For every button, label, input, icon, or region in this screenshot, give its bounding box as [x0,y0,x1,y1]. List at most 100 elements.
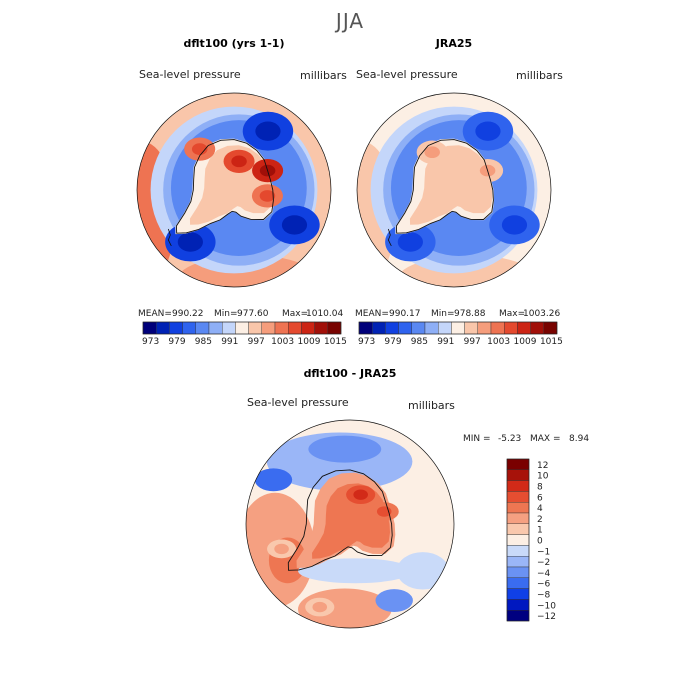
peninsula-islands [167,228,172,247]
colorbar-cell [208,321,223,335]
colorbar-tick-label: −12 [537,612,556,622]
low-pressure-core [501,215,528,235]
map-boundary [136,92,332,288]
colorbar-cell [182,321,197,335]
high-pressure-core [191,143,208,155]
colorbar-tick-label: 0 [537,537,543,547]
colorbar-tick-label: 10 [537,472,549,482]
high-pressure-core [259,190,276,202]
colorbar-tick-label: 1015 [324,337,347,347]
peninsula-islands [387,228,392,247]
diff-max-value: 8.94 [569,434,589,444]
high-pressure-core [231,155,247,168]
colorbar-cell [490,321,505,335]
colorbar-cell [506,545,530,557]
colorbar-cell [261,321,276,335]
positive-core [353,489,368,500]
colorbar-cell [506,599,530,611]
colorbar-cell [274,321,289,335]
coastline [395,139,494,234]
season-title: JJA [334,9,364,33]
right-min-value: 978.88 [454,309,486,319]
colorbar-tick-label: −8 [537,591,551,601]
colorbar-cell [451,321,465,335]
left-min-label: Min= [214,309,238,319]
diff-max-label: MAX = [530,434,561,444]
left-mean-label: MEAN= [138,309,172,319]
left-max-label: Max= [282,309,308,319]
colorbar-frame [142,321,342,335]
colorbar-tick-label: 1003 [487,337,510,347]
colorbar-cell [142,321,157,335]
colorbar-cell [506,480,530,492]
colorbar-cell [235,321,249,335]
colorbar-cell [506,458,530,471]
colorbar-cell [506,502,530,514]
continent-field-inner [409,145,493,225]
colorbar-cell [464,321,479,335]
right-mean-label: MEAN= [355,309,389,319]
colorbar-tick-label: −4 [537,569,551,579]
colorbar-cell [506,577,530,589]
colorbar-cell [506,512,530,525]
map-field [246,420,454,628]
colorbar-cell [543,321,558,335]
colorbar-cell [327,321,342,335]
colorbar-cell [195,321,210,335]
colorbar-tick-label: 997 [464,337,481,347]
left-variable-label: Sea-level pressure [139,68,241,81]
colorbar-frame [358,321,558,335]
diff-min-label: MIN = [463,434,491,444]
map-field [137,93,331,287]
colorbar-cell [530,321,544,335]
colorbar-cell [506,491,530,503]
left-mean-value: 990.22 [172,309,204,319]
left-polar-map [136,92,332,288]
colorbar-tick-label: 973 [142,337,159,347]
positive-core [274,543,289,555]
left-colorbar: 973 979 985 991 997 1003 1009 1015 [142,321,347,347]
colorbar-tick-label: −1 [537,547,550,557]
right-max-value: 1003.26 [523,309,560,319]
right-polar-map [356,92,552,288]
colorbar-tick-label: 979 [168,337,185,347]
colorbar-tick-label: 997 [248,337,265,347]
left-max-value: 1010.04 [306,309,343,319]
colorbar-tick-label: 1015 [540,337,563,347]
colorbar-cell [477,321,492,335]
colorbar-cell [288,321,302,335]
colorbar-tick-label: 991 [437,337,454,347]
colorbar-cell [248,321,263,335]
low-pressure-core [475,121,501,141]
diff-panel-title: dflt100 - JRA25 [304,367,397,380]
right-stats: MEAN= 990.17 Min= 978.88 Max= 1003.26 [355,309,560,319]
negative-cell [254,468,293,492]
colorbar-tick-label: 979 [384,337,401,347]
colorbar-cell [506,469,530,481]
colorbar-cell [398,321,413,335]
map-boundary [356,92,552,288]
south-neutral [298,558,413,584]
colorbar-tick-label: 1009 [514,337,537,347]
colorbar-tick-label: 1009 [298,337,321,347]
colorbar-tick-label: 6 [537,493,543,503]
coastline [175,139,274,234]
colorbar-cell [504,321,518,335]
colorbar-tick-label: 985 [195,337,212,347]
coastline [287,469,393,571]
positive-core [312,601,328,613]
negative-cell [375,589,413,612]
colorbar-tick-label: 12 [537,461,548,471]
right-min-label: Min= [431,309,455,319]
low-pressure-core [177,232,203,252]
right-colorbar: 973 979 985 991 997 1003 1009 1015 [358,321,563,347]
diff-polar-map [245,419,455,629]
map-field [357,93,551,287]
colorbar-cell [411,321,426,335]
colorbar-tick-label: 1003 [271,337,294,347]
low-pressure-core [397,232,423,252]
diff-units-label: millibars [408,399,455,412]
right-max-label: Max= [499,309,525,319]
